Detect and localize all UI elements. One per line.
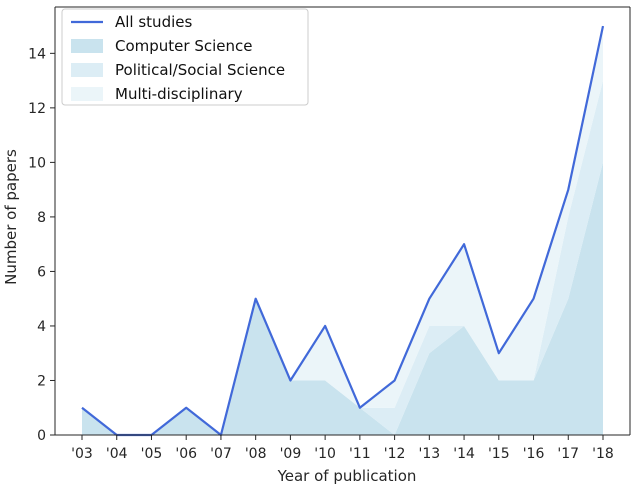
x-tick-label: '14 <box>453 446 475 462</box>
legend-swatch-multi-disciplinary <box>71 87 103 101</box>
x-tick-label: '12 <box>384 446 406 462</box>
x-tick-label: '06 <box>175 446 197 462</box>
x-tick-label: '08 <box>245 446 267 462</box>
y-tick-label: 8 <box>37 210 46 226</box>
x-tick-label: '15 <box>488 446 510 462</box>
y-tick-label: 14 <box>28 46 46 62</box>
y-tick-label: 10 <box>28 155 46 171</box>
line-layer <box>81 25 605 437</box>
stacked-areas <box>82 26 603 436</box>
x-tick-label: '05 <box>141 446 163 462</box>
legend-box <box>61 8 309 106</box>
legend-swatch-political-social-science <box>71 63 103 77</box>
legend-label-political-social-science: Political/Social Science <box>115 61 285 79</box>
legend-swatch-computer-science <box>71 39 103 53</box>
x-tick-label: '10 <box>314 446 336 462</box>
legend-label-all-studies: All studies <box>115 13 192 31</box>
x-tick-label: '07 <box>210 446 232 462</box>
legend-label-multi-disciplinary: Multi-disciplinary <box>115 85 243 103</box>
legend-label-computer-science: Computer Science <box>115 37 252 55</box>
x-tick-label: '11 <box>349 446 371 462</box>
y-axis-label: Number of papers <box>2 149 20 285</box>
x-tick-label: '04 <box>106 446 128 462</box>
y-tick-label: 12 <box>28 101 46 117</box>
x-tick-label: '18 <box>592 446 614 462</box>
x-ticks: '03 '04 '05 '06 '07 '08 '09 '10 '11 '12 '13 '14 '15 '… <box>71 435 614 462</box>
y-ticks: 0 2 4 6 8 10 12 14 <box>28 46 55 444</box>
y-tick-label: 4 <box>37 319 46 335</box>
y-tick-label: 2 <box>37 373 46 389</box>
x-tick-label: '09 <box>280 446 302 462</box>
line-all-studies <box>81 25 605 437</box>
area-multi-disciplinary <box>82 26 603 436</box>
x-tick-label: '16 <box>523 446 545 462</box>
x-tick-label: '13 <box>418 446 440 462</box>
x-axis-label: Year of publication <box>277 467 417 485</box>
area-computer-science <box>82 162 603 435</box>
x-tick-label: '03 <box>71 446 93 462</box>
y-tick-label: 6 <box>37 264 46 280</box>
axes <box>54 6 631 436</box>
y-tick-label: 0 <box>37 428 46 444</box>
legend: All studies Computer Science Political/Soc… <box>61 8 309 106</box>
x-tick-label: '17 <box>557 446 579 462</box>
